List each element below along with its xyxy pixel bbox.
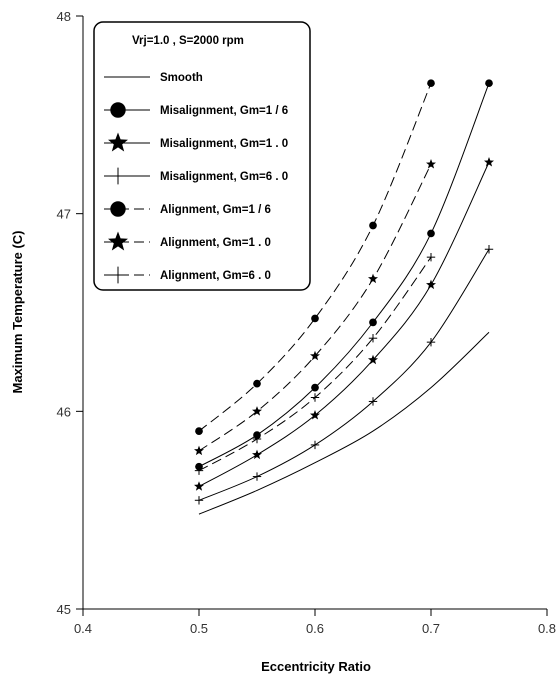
x-tick-label: 0.6	[306, 621, 324, 636]
data-point	[368, 354, 378, 365]
y-axis-title: Maximum Temperature (C)	[10, 230, 25, 393]
legend-marker	[109, 167, 127, 185]
data-point	[368, 397, 378, 406]
data-point	[194, 496, 204, 505]
series-line-6	[198, 164, 432, 452]
legend-label: Alignment, Gm=1 . 0	[160, 237, 271, 249]
legend-box	[93, 21, 311, 291]
data-point	[252, 406, 262, 416]
x-tick-label: 0.8	[538, 621, 556, 636]
legend-header: Vrj=1.0 , S=2000 rpm	[132, 35, 244, 47]
legend-item: Alignment, Gm=1 / 6	[104, 201, 271, 217]
legend-item: Misalignment, Gm=1 / 6	[104, 102, 288, 118]
data-point	[195, 427, 203, 435]
data-point	[427, 79, 435, 88]
data-point	[484, 245, 494, 254]
x-axis-title: Eccentricity Ratio	[261, 659, 371, 674]
legend-marker	[108, 132, 128, 152]
data-point	[310, 393, 320, 402]
legend-items: Smooth Misalignment, Gm=1 / 6 Misalignment…	[104, 72, 288, 284]
series-markers	[194, 79, 494, 505]
y-tick-label: 47	[57, 207, 71, 222]
series-line-5	[198, 83, 432, 432]
legend-label: Alignment, Gm=1 / 6	[160, 204, 271, 216]
data-point	[310, 350, 320, 361]
y-tick-label: 48	[57, 9, 71, 24]
data-point	[310, 410, 320, 420]
legend-label: Alignment, Gm=6 . 0	[160, 270, 271, 282]
series-line-1	[198, 331, 490, 515]
legend-marker	[108, 231, 128, 251]
legend-label: Smooth	[160, 72, 203, 84]
legend: Vrj=1.0 , S=2000 rpm Smooth Misalignment,…	[93, 21, 311, 291]
data-point	[311, 383, 319, 392]
legend-label: Misalignment, Gm=1 . 0	[160, 138, 288, 150]
legend-label: Misalignment, Gm=1 / 6	[160, 105, 288, 117]
plot-area: 0.4 0.5 0.6 0.7 0.8 45 46 47 48	[57, 9, 557, 636]
data-point	[368, 333, 378, 343]
x-axis-ticks: 0.4 0.5 0.6 0.7 0.8	[74, 609, 556, 636]
data-point	[427, 229, 435, 238]
data-point	[426, 337, 436, 347]
data-point	[310, 440, 320, 450]
data-point	[426, 252, 436, 262]
data-point	[369, 221, 377, 230]
legend-item: Misalignment, Gm=1 . 0	[104, 132, 288, 152]
legend-marker	[110, 102, 126, 118]
data-point	[368, 273, 378, 284]
x-tick-label: 0.4	[74, 621, 92, 636]
data-point	[369, 318, 377, 327]
legend-item: Misalignment, Gm=6 . 0	[104, 167, 288, 185]
data-point	[194, 466, 204, 475]
y-axis-ticks: 45 46 47 48	[57, 9, 83, 617]
legend-item: Alignment, Gm=1 . 0	[104, 231, 271, 251]
data-point	[484, 157, 494, 167]
data-point	[311, 314, 319, 323]
data-point	[194, 481, 204, 491]
data-point	[426, 279, 436, 290]
data-point	[485, 79, 493, 88]
legend-item: Smooth	[104, 72, 203, 84]
data-point	[194, 445, 204, 456]
y-tick-label: 45	[57, 602, 71, 617]
y-tick-label: 46	[57, 404, 71, 419]
legend-label: Misalignment, Gm=6 . 0	[160, 171, 288, 183]
data-point	[252, 434, 262, 444]
data-point	[426, 159, 436, 169]
legend-marker	[110, 201, 126, 217]
x-tick-label: 0.7	[422, 621, 440, 636]
legend-item: Alignment, Gm=6 . 0	[104, 266, 271, 284]
x-tick-label: 0.5	[190, 621, 208, 636]
data-point	[252, 449, 262, 460]
data-point	[253, 379, 261, 388]
data-point	[252, 472, 262, 481]
legend-marker	[109, 266, 127, 284]
